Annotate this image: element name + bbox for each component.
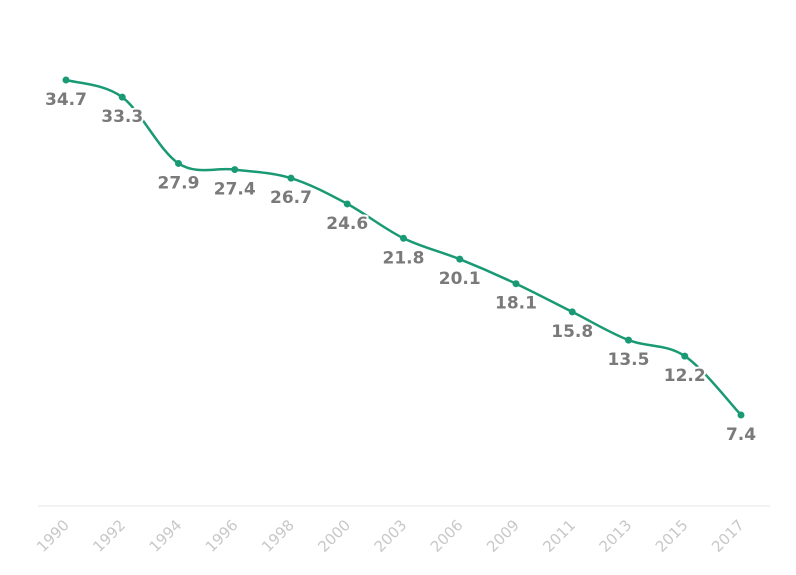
data-point-1998 [287,174,295,182]
data-label-1994: 27.9 [158,173,200,193]
data-label-2006: 20.1 [439,269,481,289]
x-tick-label-1996: 1996 [202,516,242,556]
x-tick-label-1994: 1994 [146,516,186,556]
data-label-1996: 27.4 [214,180,256,200]
x-tick-label-1990: 1990 [33,516,73,556]
data-label-2017: 7.4 [726,425,756,445]
data-point-2015 [681,352,689,360]
x-tick-label-2015: 2015 [652,516,692,556]
x-tick-label-2013: 2013 [596,516,636,556]
data-point-1990 [62,76,70,84]
data-point-2013 [625,336,632,344]
data-point-2017 [737,411,745,419]
data-point-2011 [568,308,576,316]
data-label-2013: 13.5 [608,350,650,370]
data-point-2009 [512,280,520,288]
data-label-2011: 15.8 [551,322,593,342]
x-tick-label-1998: 1998 [258,516,298,556]
data-label-1998: 26.7 [270,188,312,208]
data-point-2000 [343,200,351,208]
data-labels: 34.7 33.3 27.9 27.4 26.7 24.6 21.8 20.1 18.1 15.8… [43,88,758,447]
x-tick-label-2009: 2009 [483,516,523,556]
data-label-1990: 34.7 [45,90,87,110]
x-axis-ticks: 1990 1992 1994 1996 1998 2000 2003 2006 2009 2011… [33,516,748,556]
x-tick-label-2017: 2017 [708,516,748,556]
data-label-2000: 24.6 [326,214,368,234]
data-point-1994 [175,159,182,167]
x-tick-label-2003: 2003 [371,516,411,556]
data-points [62,76,745,419]
data-point-1996 [231,166,239,174]
x-tick-label-2000: 2000 [314,516,354,556]
x-tick-label-2011: 2011 [539,516,579,556]
data-point-1992 [118,93,126,101]
data-label-2003: 21.8 [383,248,425,268]
data-label-2015: 12.2 [664,366,706,386]
data-label-1992: 33.3 [101,107,143,127]
data-point-2003 [400,234,407,242]
data-point-2006 [456,255,464,263]
x-tick-label-2006: 2006 [427,516,467,556]
x-tick-label-1992: 1992 [89,516,129,556]
data-label-2009: 18.1 [495,294,537,314]
